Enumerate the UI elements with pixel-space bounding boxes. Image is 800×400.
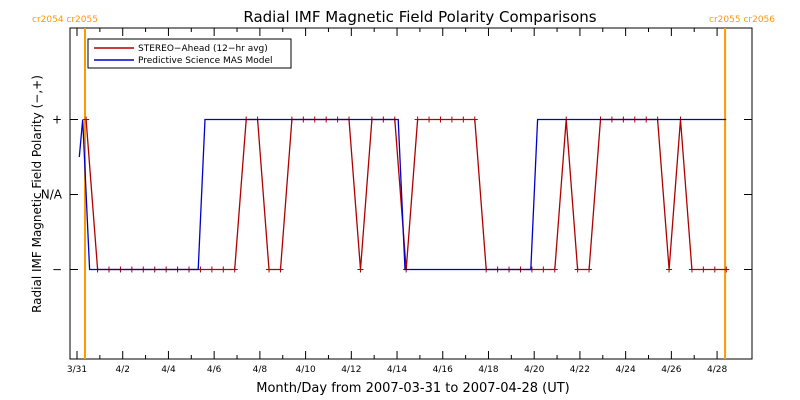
data-point [414, 116, 421, 123]
data-point [437, 116, 444, 123]
data-point [540, 266, 547, 273]
x-tick-label: 4/24 [616, 365, 636, 375]
data-point [688, 266, 695, 273]
data-point [723, 266, 730, 273]
x-tick-label: 4/12 [341, 365, 361, 375]
x-tick-label: 3/31 [67, 365, 87, 375]
x-tick-label: 4/28 [707, 365, 727, 375]
legend-label-stereo: STEREO−Ahead (12−hr avg) [138, 44, 268, 54]
data-point [448, 116, 455, 123]
data-point [700, 266, 707, 273]
x-tick-label: 4/20 [524, 365, 544, 375]
chart-title: Radial IMF Magnetic Field Polarity Compa… [243, 8, 596, 26]
data-point [460, 116, 467, 123]
x-tick-label: 4/26 [661, 365, 681, 375]
axis-ticks: 3/31 4/2 4/4 4/6 4/8 4/10 4/12 4/14 4/16 4/18 4/20… [41, 28, 752, 375]
series-stereo-line [85, 118, 727, 271]
x-tick-label: 4/8 [253, 365, 268, 375]
x-axis-label: Month/Day from 2007-03-31 to 2007-04-28 … [256, 381, 569, 396]
legend: STEREO−Ahead (12−hr avg) Predictive Scie… [87, 38, 292, 69]
data-point [471, 116, 478, 123]
x-tick-label: 4/4 [161, 365, 176, 375]
data-point [574, 266, 581, 273]
x-tick-label: 4/2 [115, 365, 129, 375]
data-point [586, 266, 593, 273]
carrington-label: cr2054 cr2055 [32, 15, 98, 25]
data-point [83, 116, 90, 123]
data-point [220, 266, 227, 273]
y-tick-label: − [52, 263, 62, 277]
x-tick-label: 4/22 [570, 365, 590, 375]
legend-label-mas: Predictive Science MAS Model [138, 56, 273, 66]
series-group [78, 116, 730, 273]
data-point [277, 266, 284, 273]
x-tick-label: 4/18 [478, 365, 498, 375]
y-tick-label: + [52, 113, 62, 127]
data-point [711, 266, 718, 273]
series-mas-line [78, 118, 727, 271]
data-point [266, 266, 273, 273]
data-point [426, 116, 433, 123]
x-tick-label: 4/10 [295, 365, 315, 375]
y-axis-label: Radial IMF Magnetic Field Polarity (−,+) [30, 75, 44, 313]
carrington-label: cr2055 cr2056 [709, 15, 775, 25]
data-point [357, 266, 364, 273]
legend-box [87, 38, 292, 69]
data-point [208, 266, 215, 273]
x-tick-label: 4/6 [207, 365, 222, 375]
data-point [231, 266, 238, 273]
data-point [551, 266, 558, 273]
x-tick-label: 4/16 [433, 365, 453, 375]
data-point [666, 266, 673, 273]
y-tick-label: N/A [41, 188, 63, 202]
plot-frame [69, 27, 753, 360]
x-tick-label: 4/14 [387, 365, 407, 375]
carrington-markers: cr2054 cr2055 cr2055 cr2056 [32, 15, 775, 359]
